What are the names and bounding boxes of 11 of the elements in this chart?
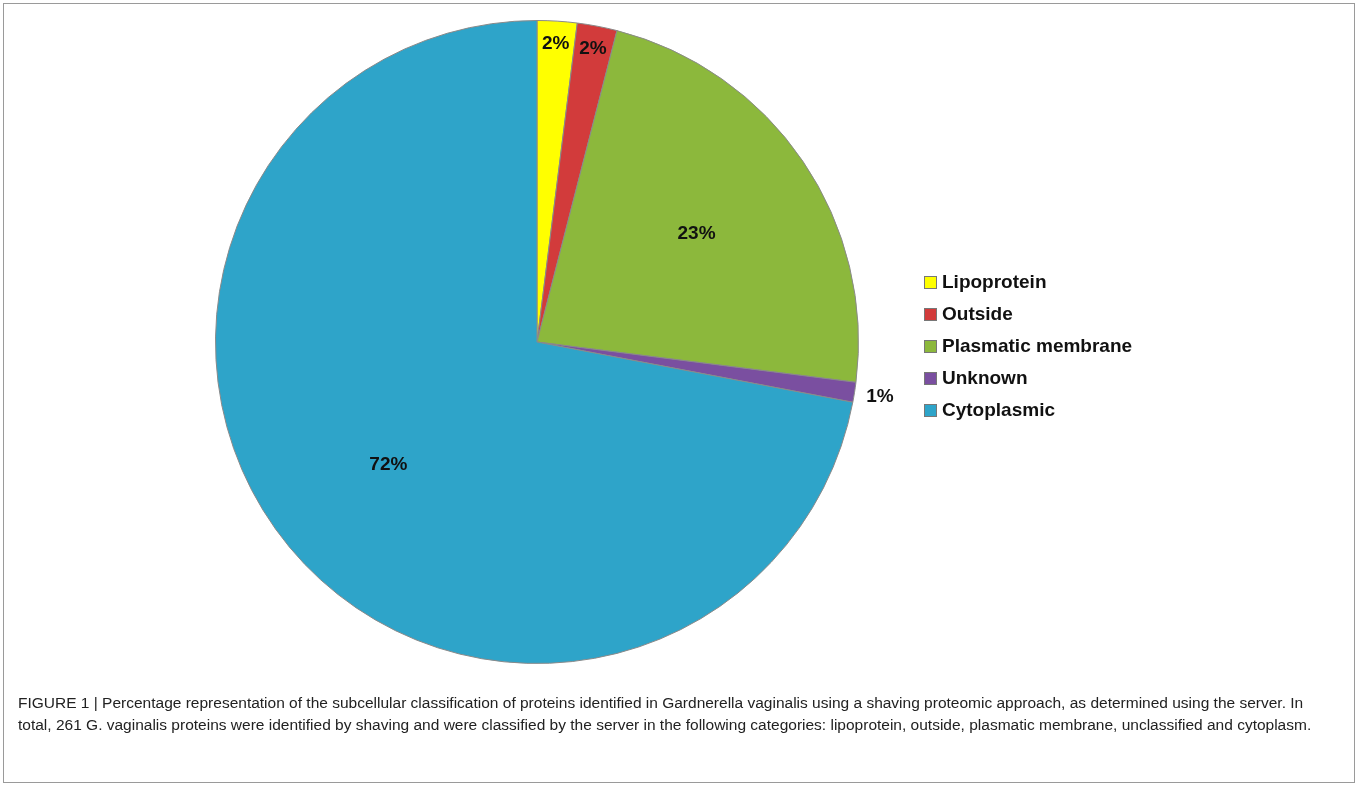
data-label: 2% [542,31,570,53]
data-label: 1% [866,384,894,406]
data-label: 2% [579,36,607,58]
legend-label: Plasmatic membrane [941,334,1133,358]
legend-label: Unknown [941,366,1029,390]
data-label: 23% [677,221,716,243]
legend-label: Cytoplasmic [941,398,1056,422]
caption: FIGURE 1 | Percentage representation of the subcellular classification of proteins identified in Gardnerella vaginalis using a shaving proteomic approach, as determined using the server. In total, 261 G. vaginalis proteins were identified by shaving and were classified by the server in the following categories: lipoprotein, outside, plasmatic membrane, unclassified and cytoplasm. [18,693,1313,735]
data-label: 72% [369,453,408,475]
legend-label: Lipoprotein [941,270,1048,294]
legend-label: Outside [941,302,1014,326]
